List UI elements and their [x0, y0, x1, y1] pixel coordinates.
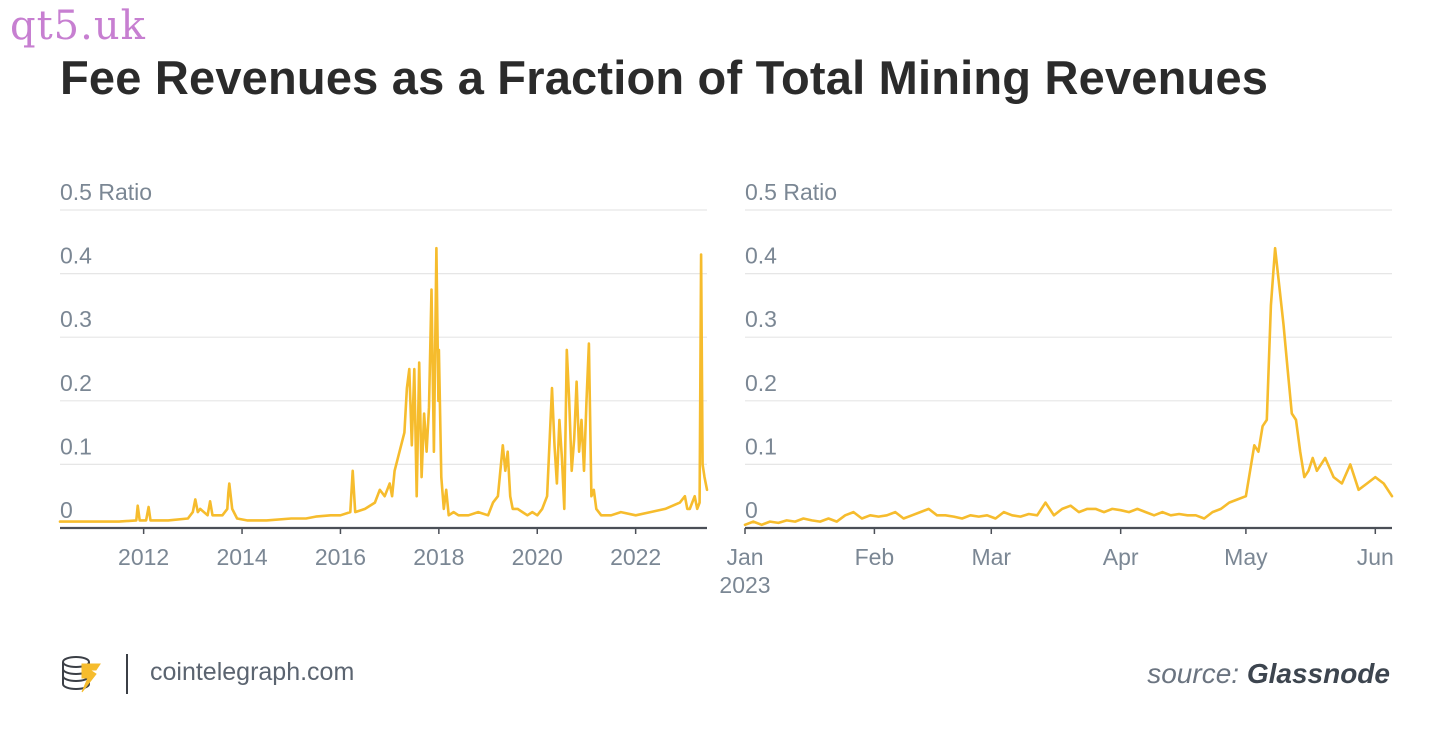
- y-tick-label: 0.1: [745, 433, 777, 459]
- y-tick-label: 0.4: [745, 243, 777, 269]
- y-tick-label: 0.5 Ratio: [60, 179, 152, 205]
- y-tick-label: 0.1: [60, 433, 92, 459]
- source-prefix: source:: [1147, 658, 1240, 689]
- x-tick-sublabel: 2023: [719, 572, 770, 598]
- ytd-2023-fee-ratio-chart: 0 0.1 0.2 0.3 0.4 0.5 Ratio Jan 2023 Feb Mar Apr Ma…: [715, 170, 1395, 610]
- series-line-0: [58, 246, 709, 523]
- y-tick-label: 0.3: [745, 306, 777, 332]
- source-name: Glassnode: [1246, 658, 1390, 689]
- source-credit: source: Glassnode: [1147, 658, 1390, 690]
- series-line-0: [743, 246, 1394, 527]
- y-tick-label: 0: [60, 497, 73, 523]
- x-tick-label: Feb: [855, 544, 895, 570]
- x-tick-label: May: [1224, 544, 1268, 570]
- y-tick-label: 0.2: [60, 370, 92, 396]
- footer-divider: [126, 654, 128, 694]
- x-tick-label: 2016: [315, 544, 366, 570]
- all-time-fee-ratio-plot: 0 0.1 0.2 0.3 0.4 0.5 Ratio 2012 2014 2016 2018 20…: [58, 179, 709, 570]
- x-tick-label: Jun: [1357, 544, 1394, 570]
- x-tick-label: 2018: [413, 544, 464, 570]
- y-tick-label: 0.4: [60, 243, 92, 269]
- x-tick-label: 2022: [610, 544, 661, 570]
- y-tick-label: 0.2: [745, 370, 777, 396]
- x-tick-label: Apr: [1103, 544, 1139, 570]
- x-tick-label: 2014: [216, 544, 267, 570]
- chart-title: Fee Revenues as a Fraction of Total Mini…: [60, 51, 1269, 104]
- y-tick-label: 0.5 Ratio: [745, 179, 837, 205]
- x-tick-label: 2012: [118, 544, 169, 570]
- y-tick-label: 0: [745, 497, 758, 523]
- x-tick-label: Mar: [971, 544, 1011, 570]
- y-tick-label: 0.3: [60, 306, 92, 332]
- footer: cointelegraph.com source: Glassnode: [60, 652, 1390, 696]
- all-time-fee-ratio-chart: 0 0.1 0.2 0.3 0.4 0.5 Ratio 2012 2014 2016 2018 20…: [30, 170, 710, 610]
- site-name[interactable]: cointelegraph.com: [150, 658, 355, 686]
- watermark: qt5.uk: [10, 3, 146, 49]
- cointelegraph-logo-icon: [62, 656, 101, 693]
- x-tick-label: 2020: [512, 544, 563, 570]
- x-tick-label: Jan: [726, 544, 763, 570]
